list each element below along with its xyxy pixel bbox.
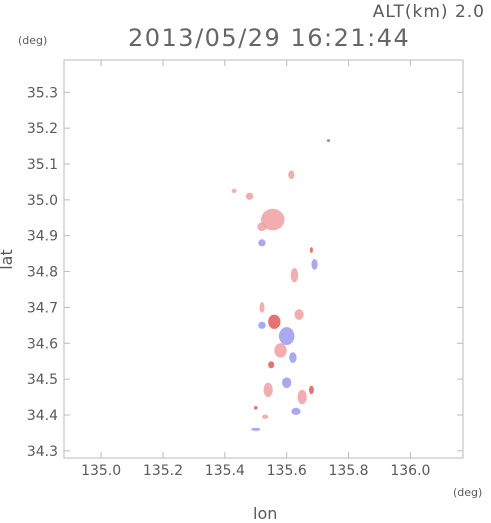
- echo-blob: [294, 309, 304, 320]
- x-tick-label: 136.0: [390, 463, 430, 479]
- echo-blob: [258, 321, 266, 329]
- y-tick-label: 34.8: [27, 265, 58, 281]
- echo-blob: [268, 314, 281, 329]
- echo-blob: [290, 267, 299, 283]
- y-tick-label: 34.3: [27, 444, 58, 460]
- y-tick-label: 34.7: [27, 300, 58, 316]
- x-tick-label: 135.6: [267, 463, 307, 479]
- axis-ticks: [64, 60, 463, 458]
- altitude-label: ALT(km) 2.0: [372, 2, 485, 22]
- y-tick-label: 35.3: [27, 85, 58, 101]
- echo-blob: [263, 382, 273, 398]
- echo-blob: [251, 427, 261, 431]
- echo-blob: [245, 192, 254, 200]
- echo-blob: [308, 385, 314, 395]
- echo-blob: [261, 414, 269, 419]
- echo-blob: [274, 343, 287, 358]
- echo-blob: [231, 188, 237, 194]
- x-tick-label: 135.4: [205, 463, 245, 479]
- y-tick-label: 34.9: [27, 229, 58, 245]
- axis-tick-labels: 135.0 135.2 135.4 135.6 135.8 136.0 34.3 34.4 34…: [27, 85, 431, 479]
- y-tick-label: 34.4: [27, 408, 58, 424]
- echo-blob: [309, 247, 313, 253]
- echo-blob: [291, 407, 301, 415]
- plot-frame: [63, 59, 464, 459]
- y-tick-label: 34.6: [27, 336, 58, 352]
- x-tick-label: 135.8: [329, 463, 369, 479]
- echo-blob: [257, 222, 267, 232]
- echo-blob: [261, 208, 285, 231]
- echo-blob: [282, 377, 292, 389]
- y-tick-label: 35.0: [27, 193, 58, 209]
- echo-blob: [258, 239, 266, 247]
- x-tick-label: 135.0: [81, 463, 121, 479]
- timestamp-title: 2013/05/29 16:21:44: [128, 24, 411, 52]
- x-tick-label: 135.2: [143, 463, 183, 479]
- y-axis-unit: (deg): [18, 34, 48, 47]
- echo-blob: [297, 389, 307, 405]
- echo-blob: [288, 170, 295, 180]
- echo-blob: [278, 327, 295, 346]
- y-tick-label: 35.1: [27, 157, 58, 173]
- x-axis-label: lon: [253, 504, 278, 523]
- x-axis-unit: (deg): [453, 486, 483, 499]
- y-tick-label: 35.2: [27, 121, 58, 137]
- echo-blob: [268, 361, 275, 369]
- echo-blob: [311, 259, 318, 270]
- echo-blob: [289, 352, 297, 363]
- echo-blob: [326, 139, 330, 143]
- echo-blobs: [231, 139, 330, 431]
- echo-blob: [259, 302, 265, 313]
- y-tick-label: 34.5: [27, 372, 58, 388]
- echo-blob: [253, 406, 258, 410]
